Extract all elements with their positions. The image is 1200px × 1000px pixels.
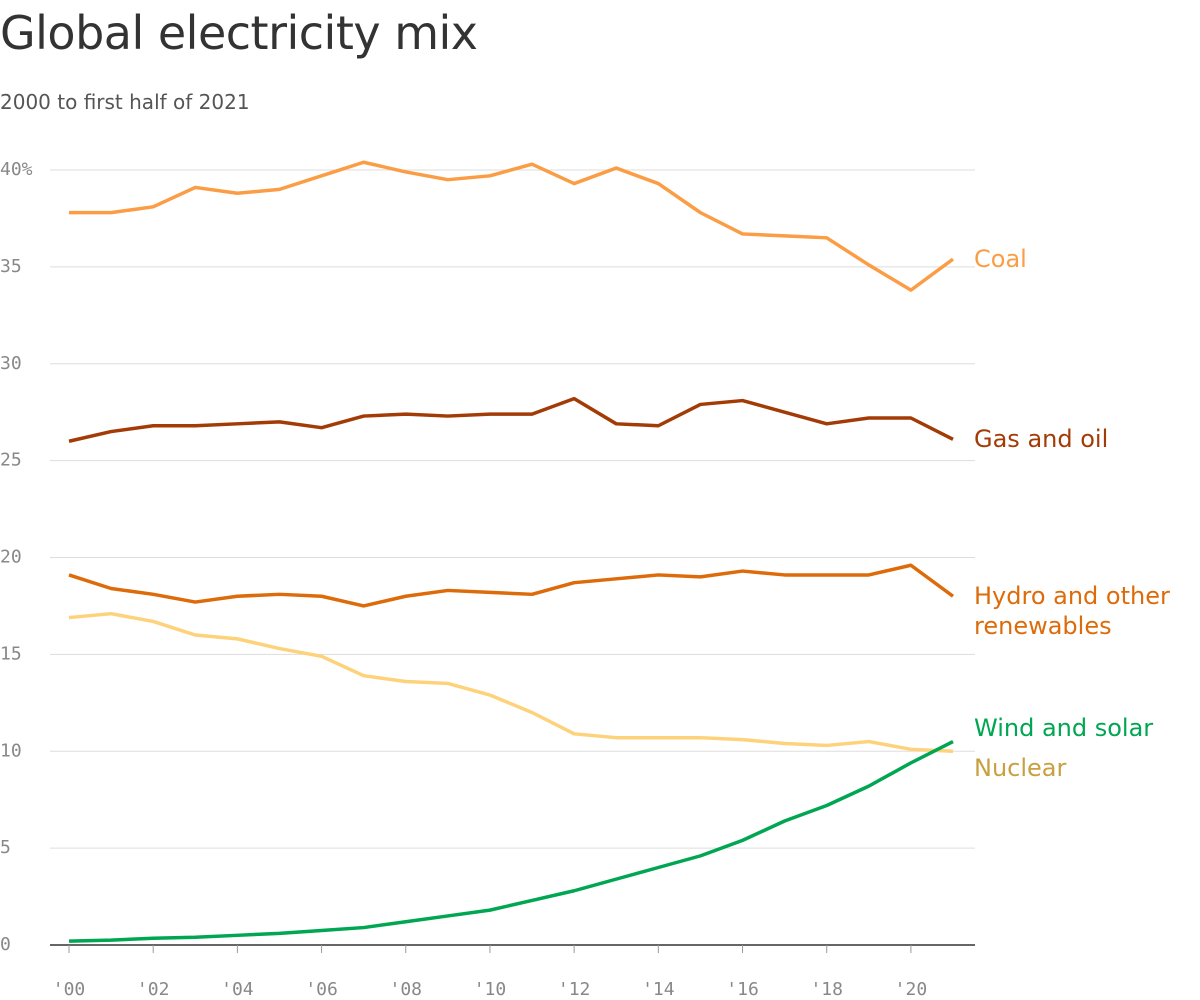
y-tick-label: 30 — [0, 353, 22, 374]
series-line — [68, 740, 954, 943]
series-label: Nuclear — [974, 754, 1067, 783]
y-tick-label: 5 — [0, 837, 11, 858]
series-line — [68, 611, 954, 753]
series-label: Wind and solar — [974, 713, 1154, 742]
series-line — [68, 396, 954, 443]
y-tick-label: 15 — [0, 643, 22, 664]
x-tick-label: '16 — [726, 979, 759, 1000]
series-label: Hydro and other renewables — [974, 582, 1170, 641]
x-tick-label: '04 — [221, 979, 254, 1000]
x-tick-label: '14 — [642, 979, 675, 1000]
y-tick-label: 0 — [0, 934, 11, 955]
x-tick-label: '02 — [137, 979, 170, 1000]
chart-subtitle: 2000 to first half of 2021 — [0, 90, 250, 114]
x-tick-label: '20 — [895, 979, 928, 1000]
x-tick-label: '10 — [474, 979, 507, 1000]
x-tick-label: '12 — [558, 979, 591, 1000]
x-tick-label: '18 — [810, 979, 843, 1000]
series-line — [69, 160, 955, 292]
x-tick-label: '00 — [53, 979, 86, 1000]
y-tick-label: 35 — [0, 256, 22, 277]
x-tick-label: '08 — [390, 979, 423, 1000]
y-tick-label: 25 — [0, 450, 22, 471]
y-tick-label: 40% — [0, 159, 33, 180]
series-line — [68, 563, 955, 608]
series-label: Gas and oil — [974, 425, 1109, 454]
series-label: Coal — [974, 245, 1027, 274]
x-tick-label: '06 — [305, 979, 338, 1000]
y-tick-label: 20 — [0, 547, 22, 568]
y-tick-label: 10 — [0, 740, 22, 761]
chart-title: Global electricity mix — [0, 6, 478, 60]
